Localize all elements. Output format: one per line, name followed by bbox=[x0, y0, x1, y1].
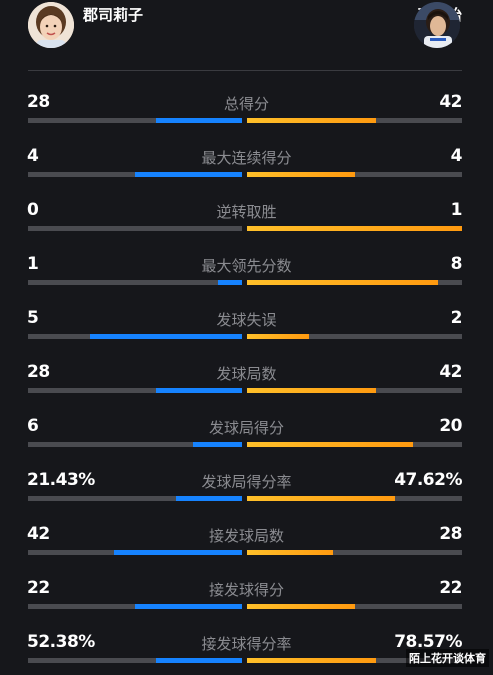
stat-right-value: 42 bbox=[439, 92, 462, 112]
stat-left-value: 0 bbox=[27, 200, 39, 220]
header-divider bbox=[28, 70, 462, 71]
stat-right-bar-fill bbox=[247, 172, 355, 177]
player-left-avatar-image bbox=[28, 2, 74, 48]
stat-right-bar-track bbox=[247, 388, 462, 393]
stat-left-bar-fill bbox=[156, 118, 242, 123]
player-header: 郡司莉子 王祉怡 bbox=[0, 0, 493, 56]
stat-right-bar-track bbox=[247, 442, 462, 447]
stat-right-bar-track bbox=[247, 118, 462, 123]
stat-right-value: 20 bbox=[439, 416, 462, 436]
stat-row: 42 接发球局数 28 bbox=[0, 524, 493, 564]
stat-row: 6 发球局得分 20 bbox=[0, 416, 493, 456]
stat-right-bar-track bbox=[247, 334, 462, 339]
stat-left-bar-fill bbox=[113, 550, 242, 555]
stat-right-bar-track bbox=[247, 172, 462, 177]
stat-left-value: 52.38% bbox=[27, 632, 95, 652]
stat-left-value: 28 bbox=[27, 92, 50, 112]
stat-left-value: 5 bbox=[27, 308, 39, 328]
stat-left-bar-track bbox=[28, 550, 242, 555]
stat-left-bar-track bbox=[28, 496, 242, 501]
player-left-name: 郡司莉子 bbox=[83, 6, 144, 24]
stat-left-bar-track bbox=[28, 118, 242, 123]
stat-right-bar-fill bbox=[247, 604, 355, 609]
watermark-text: 陌上花开谈体育 bbox=[406, 649, 489, 667]
player-right-avatar[interactable] bbox=[414, 2, 460, 48]
stat-left-bar-track bbox=[28, 280, 242, 285]
stat-left-bar-track bbox=[28, 658, 242, 663]
stat-right-bar-fill bbox=[247, 334, 310, 339]
stat-label: 最大领先分数 bbox=[201, 257, 292, 275]
stat-row: 0 逆转取胜 1 bbox=[0, 200, 493, 240]
stat-left-value: 42 bbox=[27, 524, 50, 544]
stat-right-bar-fill bbox=[247, 550, 333, 555]
stat-row: 1 最大领先分数 8 bbox=[0, 254, 493, 294]
player-left-avatar[interactable] bbox=[28, 2, 74, 48]
stat-right-bar-track bbox=[247, 496, 462, 501]
stat-right-value: 22 bbox=[439, 578, 462, 598]
stat-right-value: 42 bbox=[439, 362, 462, 382]
stat-right-value: 28 bbox=[439, 524, 462, 544]
stat-left-value: 6 bbox=[27, 416, 39, 436]
stat-right-bar-fill bbox=[247, 226, 462, 231]
stat-row: 4 最大连续得分 4 bbox=[0, 146, 493, 186]
stat-right-bar-track bbox=[247, 550, 462, 555]
stat-label: 最大连续得分 bbox=[201, 149, 292, 167]
stat-label: 总得分 bbox=[223, 95, 269, 113]
stat-left-bar-fill bbox=[156, 388, 242, 393]
stat-label: 逆转取胜 bbox=[216, 203, 277, 221]
stat-left-value: 28 bbox=[27, 362, 50, 382]
stat-row: 28 总得分 42 bbox=[0, 92, 493, 132]
stat-left-value: 22 bbox=[27, 578, 50, 598]
stat-left-bar-fill bbox=[156, 658, 242, 663]
stat-left-bar-fill bbox=[218, 280, 242, 285]
stat-label: 接发球局数 bbox=[208, 527, 284, 545]
stat-row: 22 接发球得分 22 bbox=[0, 578, 493, 618]
stat-left-bar-fill bbox=[90, 334, 242, 339]
stat-left-bar-fill bbox=[135, 604, 242, 609]
stat-right-bar-fill bbox=[247, 280, 439, 285]
stat-right-value: 1 bbox=[450, 200, 463, 220]
stat-left-bar-fill bbox=[175, 496, 242, 501]
stat-left-bar-track bbox=[28, 172, 242, 177]
stat-right-bar-fill bbox=[247, 658, 376, 663]
stat-right-bar-track bbox=[247, 280, 462, 285]
stat-right-value: 8 bbox=[450, 254, 463, 274]
stat-left-bar-fill bbox=[192, 442, 242, 447]
stat-row: 52.38% 接发球得分率 78.57% bbox=[0, 632, 493, 672]
stat-left-bar-track bbox=[28, 388, 242, 393]
stat-right-value: 47.62% bbox=[394, 470, 462, 490]
stat-right-bar-track bbox=[247, 226, 462, 231]
stat-label: 发球失误 bbox=[216, 311, 277, 329]
stat-right-value: 2 bbox=[450, 308, 463, 328]
stat-left-value: 21.43% bbox=[27, 470, 95, 490]
stat-right-bar-track bbox=[247, 658, 462, 663]
stat-right-bar-fill bbox=[247, 442, 413, 447]
stat-right-value: 4 bbox=[450, 146, 463, 166]
stat-right-bar-fill bbox=[247, 496, 396, 501]
stat-right-bar-fill bbox=[247, 388, 376, 393]
stat-right-bar-track bbox=[247, 604, 462, 609]
stat-right-value: 78.57% bbox=[394, 632, 462, 652]
stat-label: 发球局得分 bbox=[208, 419, 284, 437]
stat-left-bar-track bbox=[28, 334, 242, 339]
stat-row: 5 发球失误 2 bbox=[0, 308, 493, 348]
stat-label: 接发球得分率 bbox=[201, 635, 292, 653]
stat-left-value: 1 bbox=[27, 254, 39, 274]
player-right-avatar-image bbox=[414, 2, 460, 48]
stat-right-bar-fill bbox=[247, 118, 376, 123]
stat-left-value: 4 bbox=[27, 146, 39, 166]
stat-left-bar-track bbox=[28, 442, 242, 447]
stat-left-bar-track bbox=[28, 226, 242, 231]
stat-row: 21.43% 发球局得分率 47.62% bbox=[0, 470, 493, 510]
stat-left-bar-track bbox=[28, 604, 242, 609]
stat-row: 28 发球局数 42 bbox=[0, 362, 493, 402]
stat-label: 发球局数 bbox=[216, 365, 277, 383]
stat-label: 发球局得分率 bbox=[201, 473, 292, 491]
stat-label: 接发球得分 bbox=[208, 581, 284, 599]
stat-left-bar-fill bbox=[135, 172, 242, 177]
